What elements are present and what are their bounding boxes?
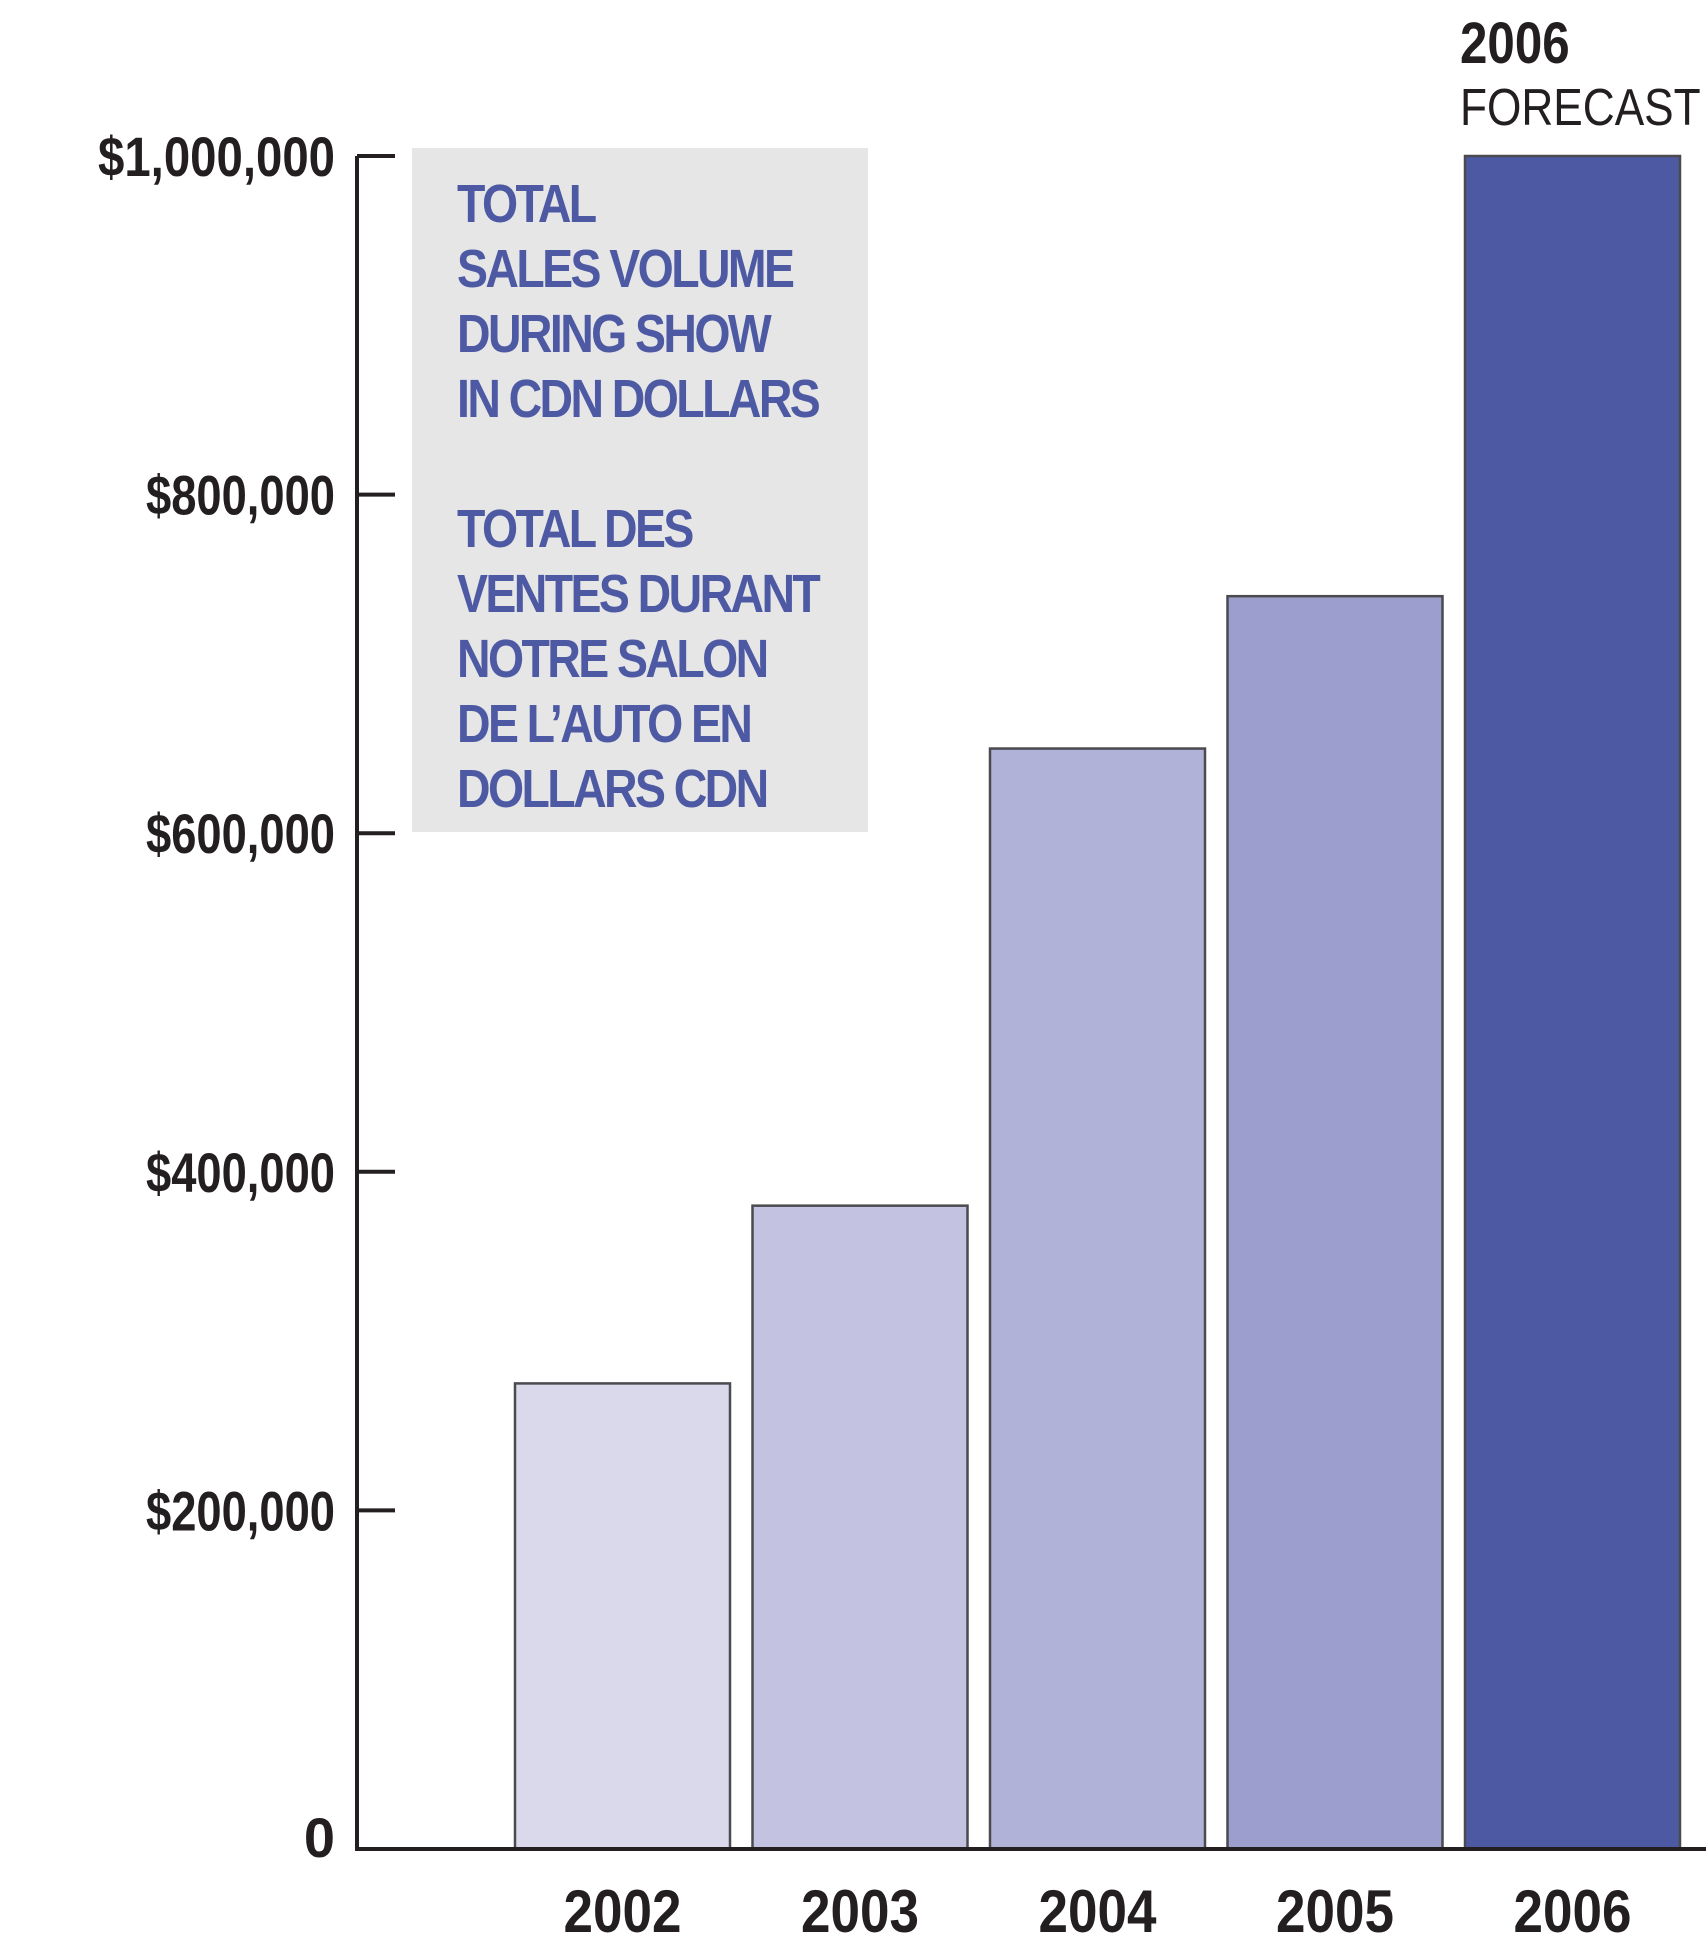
legend-en-line-3: DURING SHOW <box>457 304 772 364</box>
x-tick-label-2004: 2004 <box>1039 1878 1158 1945</box>
y-tick-label-0: 0 <box>304 1806 335 1869</box>
legend-box: TOTAL SALES VOLUME DURING SHOW IN CDN DOLLA… <box>412 148 868 832</box>
bar-2003 <box>751 1204 969 1851</box>
y-tick-label-1000000: $1,000,000 <box>98 125 335 188</box>
y-tick-label-400000: $400,000 <box>146 1141 335 1204</box>
x-tick-label-2006: 2006 <box>1514 1878 1632 1945</box>
legend-fr-line-1: TOTAL DES <box>457 499 694 559</box>
legend-gap <box>457 432 868 497</box>
y-tick-label-200000: $200,000 <box>146 1479 335 1542</box>
legend-en-line-2: SALES VOLUME <box>457 239 795 299</box>
x-tick-label-2005: 2005 <box>1276 1878 1394 1945</box>
forecast-annotation-label: FORECAST <box>1460 79 1701 137</box>
y-tick-label-600000: $600,000 <box>146 802 335 865</box>
legend-fr-line-5: DOLLARS CDN <box>457 759 769 819</box>
legend-fr-line-3: NOTRE SALON <box>457 629 769 689</box>
bar-2004 <box>988 747 1207 1851</box>
bar-2005 <box>1226 594 1444 1851</box>
forecast-annotation-year: 2006 <box>1460 11 1570 76</box>
legend-fr-line-2: VENTES DURANT <box>457 564 821 624</box>
x-tick-label-2003: 2003 <box>801 1878 919 1945</box>
legend-en-line-4: IN CDN DOLLARS <box>457 369 821 429</box>
axis-layer: 2002 2003 2004 2005 2006 0 $200,000 $400,000 $60… <box>98 125 1706 1945</box>
bar-2006 <box>1463 154 1682 1851</box>
bars-layer <box>513 154 1682 1851</box>
legend-french: TOTAL DES VENTES DURANT NOTRE SALON DE L’AU… <box>457 497 868 822</box>
y-tick-label-800000: $800,000 <box>146 464 335 527</box>
bar-2002 <box>513 1382 732 1851</box>
x-tick-label-2002: 2002 <box>564 1878 682 1945</box>
legend-english: TOTAL SALES VOLUME DURING SHOW IN CDN DOLLA… <box>457 172 868 432</box>
legend-en-line-1: TOTAL <box>457 174 597 234</box>
legend-fr-line-4: DE L’AUTO EN <box>457 694 753 754</box>
